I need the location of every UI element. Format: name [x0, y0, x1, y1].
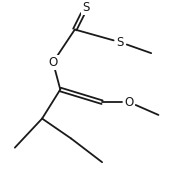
Text: O: O: [48, 56, 58, 69]
Text: S: S: [82, 1, 89, 14]
Text: S: S: [117, 36, 124, 49]
Text: O: O: [125, 96, 134, 109]
